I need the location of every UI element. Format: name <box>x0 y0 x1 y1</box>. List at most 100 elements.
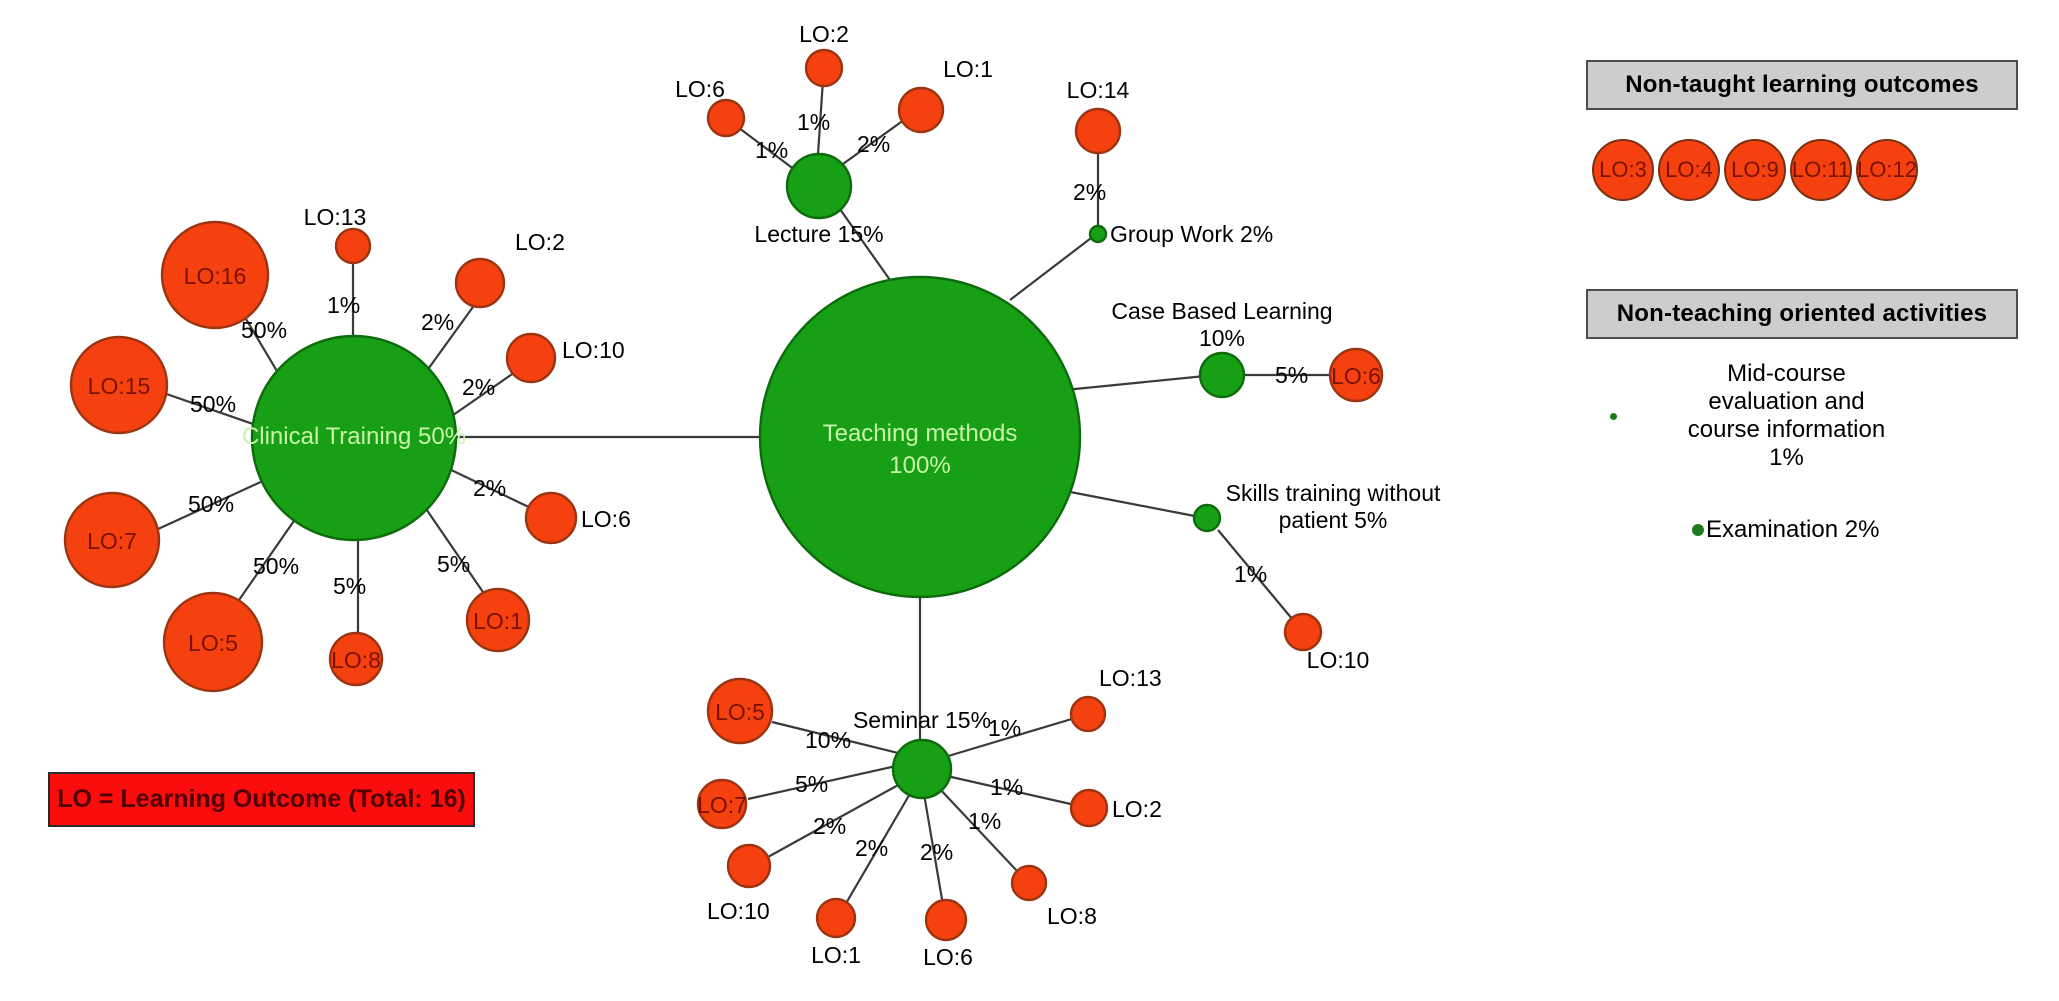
panel-non-teaching-header: Non-teaching oriented activities <box>1586 289 2018 339</box>
label-group-work: Group Work 2% <box>1110 221 1273 247</box>
cluster-lecture: Lecture 15% LO:6 LO:2 LO:1 1% 1% 2% <box>675 21 993 247</box>
node-lo6-clinical[interactable] <box>524 491 578 545</box>
label-lo7-clinical: LO:7 <box>87 528 137 554</box>
activity-examination[interactable]: Examination 2% <box>1692 516 1879 544</box>
node-lo6-seminar[interactable] <box>924 898 968 942</box>
weight-ct-lo13: 1% <box>327 292 360 318</box>
non-taught-outcomes-row: LO:3 LO:4 LO:9 LO:11 LO:12 <box>1592 138 2012 202</box>
label-lo7-seminar: LO:7 <box>697 792 747 818</box>
edge-st-lo10 <box>1217 529 1294 621</box>
label-lo8-seminar: LO:8 <box>1047 903 1097 929</box>
node-lo1-clinical[interactable] <box>465 587 531 653</box>
weight-sem-lo10: 2% <box>813 813 846 839</box>
node-lo15-clinical[interactable] <box>69 335 169 435</box>
edge-sem-lo1 <box>844 791 912 906</box>
label-teaching-methods-value: 100% <box>889 452 950 479</box>
weight-ct-lo2: 2% <box>421 309 454 335</box>
node-group-work[interactable] <box>1088 224 1108 244</box>
root-edges <box>455 194 1216 745</box>
node-seminar[interactable] <box>891 738 953 800</box>
node-lo13-clinical[interactable] <box>334 227 372 265</box>
weight-lec-lo1: 2% <box>857 131 890 157</box>
label-lo6-seminar: LO:6 <box>923 944 973 970</box>
chip-lo11[interactable]: LO:11 <box>1790 139 1852 201</box>
weight-lec-lo6: 1% <box>755 137 788 163</box>
label-lo13-clinical: LO:13 <box>304 204 367 230</box>
node-skills-training[interactable] <box>1192 503 1222 533</box>
node-lo5-clinical[interactable] <box>162 591 264 693</box>
node-lo10-skills[interactable] <box>1283 612 1323 652</box>
node-lo1-seminar[interactable] <box>815 897 857 939</box>
node-lo5-seminar[interactable] <box>706 677 774 745</box>
node-lo6-lecture[interactable] <box>706 98 746 138</box>
panel-non-taught-header: Non-taught learning outcomes <box>1586 60 2018 110</box>
label-lo10-seminar: LO:10 <box>707 898 770 924</box>
node-lecture[interactable] <box>785 152 853 220</box>
node-clinical-training[interactable] <box>250 334 458 542</box>
edge-ct-lo6 <box>446 467 536 511</box>
weight-ct-lo7: 50% <box>188 491 234 517</box>
label-skills-training-line1: Skills training without <box>1226 480 1441 506</box>
node-lo6-case[interactable] <box>1328 347 1384 403</box>
chip-lo9[interactable]: LO:9 <box>1724 139 1786 201</box>
edge-ct-lo5 <box>229 504 306 614</box>
activity-line-1: Mid-course <box>1727 360 1846 387</box>
edge-sem-lo10 <box>767 783 901 858</box>
edge-ct-lo10 <box>445 369 519 421</box>
label-lo13-seminar: LO:13 <box>1099 665 1162 691</box>
label-lo5-seminar: LO:5 <box>715 699 765 725</box>
node-lo2-seminar[interactable] <box>1069 788 1109 828</box>
label-clinical-training: Clinical Training 50% <box>242 423 466 450</box>
root-node-group: Teaching methods 100% <box>758 275 1082 599</box>
node-lo2-lecture[interactable] <box>804 48 844 88</box>
weight-ct-lo15: 50% <box>190 391 236 417</box>
label-lo2-lecture: LO:2 <box>799 21 849 47</box>
edge-lec-lo1 <box>842 116 909 165</box>
node-lo1-lecture[interactable] <box>897 86 945 134</box>
node-lo10-seminar[interactable] <box>726 843 772 889</box>
edge-root-skills <box>1059 488 1206 520</box>
node-case-based-learning[interactable] <box>1198 351 1246 399</box>
edge-ct-lo1 <box>419 499 486 596</box>
label-case-based-learning: Case Based Learning <box>1111 298 1332 324</box>
label-lo1-clinical: LO:1 <box>473 608 523 634</box>
activity-line-2: evaluation and <box>1708 388 1865 415</box>
node-teaching-methods[interactable] <box>758 275 1082 599</box>
activity-mid-course-evaluation[interactable]: Mid-course evaluation and course informa… <box>1610 360 1950 472</box>
activity-line-4: 1% <box>1769 444 1804 471</box>
node-lo16-clinical[interactable] <box>160 220 270 330</box>
panel-non-teaching-title: Non-teaching oriented activities <box>1616 300 1988 327</box>
node-lo8-seminar[interactable] <box>1010 864 1048 902</box>
label-lo2-clinical: LO:2 <box>515 229 565 255</box>
chip-lo12[interactable]: LO:12 <box>1856 139 1918 201</box>
node-lo8-clinical[interactable] <box>328 631 384 687</box>
node-lo10-clinical[interactable] <box>505 332 557 384</box>
label-lo6-case-inner: LO:6 <box>1331 363 1381 389</box>
green-dot-icon <box>1692 524 1704 536</box>
chip-lo3[interactable]: LO:3 <box>1592 139 1654 201</box>
chip-lo4[interactable]: LO:4 <box>1658 139 1720 201</box>
weight-sem-lo1: 2% <box>855 835 888 861</box>
node-lo2-clinical[interactable] <box>454 257 506 309</box>
weight-cbl-lo6: 5% <box>1275 362 1308 388</box>
edge-ct-lo15 <box>154 388 257 427</box>
label-lo2-seminar: LO:2 <box>1112 796 1162 822</box>
node-lo7-seminar[interactable] <box>696 778 748 830</box>
label-lo6-clinical: LO:6 <box>581 506 631 532</box>
lo-legend-box: LO = Learning Outcome (Total: 16) <box>48 772 475 827</box>
activity-mid-course-text: Mid-course evaluation and course informa… <box>1623 360 1950 472</box>
weight-sem-lo2: 1% <box>990 774 1023 800</box>
node-lo14-groupwork[interactable] <box>1074 107 1122 155</box>
node-lo13-seminar[interactable] <box>1069 695 1107 733</box>
edge-sem-lo5 <box>771 720 903 756</box>
edge-lec-lo2 <box>816 79 825 155</box>
weight-ct-lo6: 2% <box>473 475 506 501</box>
label-teaching-methods: Teaching methods <box>823 420 1018 447</box>
edge-root-case <box>1064 373 1216 392</box>
label-lo10-skills: LO:10 <box>1307 647 1370 673</box>
edge-sem-lo13 <box>944 716 1076 759</box>
node-lo7-clinical[interactable] <box>63 491 161 589</box>
green-dot-icon <box>1610 412 1617 420</box>
